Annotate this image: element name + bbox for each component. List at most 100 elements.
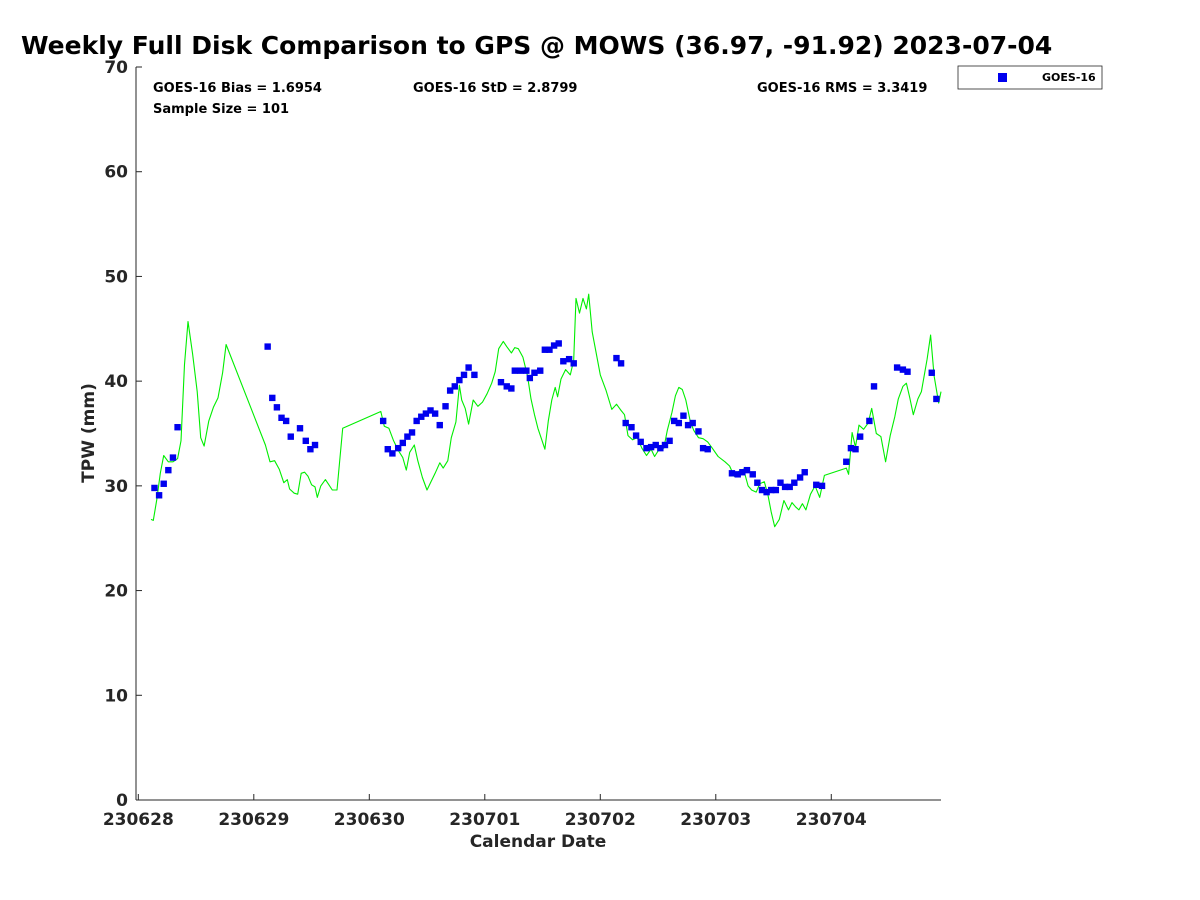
- goes-point: [699, 444, 707, 452]
- y-axis: 0 10 20 30 40 50 60 70: [104, 58, 142, 811]
- goes-point: [394, 444, 402, 452]
- x-tick-label: 230630: [334, 810, 405, 830]
- goes-point: [523, 367, 530, 374]
- x-tick-label: 230704: [796, 810, 867, 830]
- y-axis-label: TPW (mm): [79, 383, 99, 483]
- goes-point: [622, 419, 629, 427]
- goes-point: [728, 470, 736, 477]
- goes-point: [617, 360, 625, 367]
- goes-point: [431, 410, 439, 417]
- goes-point: [675, 419, 683, 427]
- goes-point: [526, 374, 534, 382]
- goes-point: [570, 360, 577, 367]
- goes-point: [174, 424, 181, 431]
- goes-point: [813, 481, 820, 489]
- goes-point: [278, 414, 285, 421]
- goes-point: [843, 458, 850, 465]
- goes-point: [555, 340, 562, 347]
- chart-title: Weekly Full Disk Comparison to GPS @ MOW…: [21, 31, 1052, 60]
- y-tick-label: 30: [104, 477, 128, 497]
- goes-point: [637, 438, 644, 446]
- goes-point: [550, 342, 558, 349]
- goes-point: [384, 446, 391, 453]
- goes-point: [928, 369, 935, 376]
- goes-point: [657, 444, 664, 452]
- x-tick-label: 230702: [565, 810, 636, 830]
- goes-point: [460, 371, 468, 379]
- goes-point: [628, 424, 635, 431]
- x-tick-label: 230629: [218, 810, 289, 830]
- goes-point: [870, 383, 878, 390]
- goes-point: [282, 417, 290, 425]
- plot-area: [136, 67, 941, 800]
- goes-point: [786, 483, 793, 491]
- goes-point: [866, 417, 873, 425]
- goes-point: [546, 346, 553, 353]
- goes-point: [893, 364, 901, 371]
- goes-point: [302, 437, 309, 445]
- goes-point: [508, 385, 515, 392]
- goes-point: [456, 376, 463, 384]
- goes-point: [847, 444, 855, 452]
- goes-point: [442, 403, 449, 410]
- goes-point: [749, 471, 756, 478]
- goes-point: [734, 471, 741, 478]
- goes-point: [768, 486, 775, 494]
- goes-point: [413, 417, 420, 425]
- goes-point: [427, 407, 434, 414]
- goes-point: [537, 367, 544, 374]
- goes-point: [560, 358, 567, 365]
- goes-point: [436, 421, 443, 429]
- goes-point: [269, 394, 276, 402]
- goes-point: [739, 469, 746, 476]
- legend: GOES-16: [957, 65, 1103, 90]
- goes-point: [151, 484, 158, 492]
- goes-point: [899, 366, 907, 373]
- x-axis-label: Calendar Date: [470, 832, 607, 852]
- goes-point: [517, 367, 524, 374]
- legend-box: [957, 65, 1103, 90]
- goes-point: [852, 446, 859, 453]
- sample-size-stat: Sample Size = 101: [153, 102, 289, 117]
- goes-point: [296, 425, 304, 432]
- x-axis: 230628 230629 230630 230701 230702 230703 2307…: [103, 794, 867, 830]
- x-tick-label: 230701: [449, 810, 520, 830]
- goes-point: [661, 441, 669, 449]
- goes-point: [422, 410, 430, 417]
- goes-point: [671, 417, 678, 425]
- goes-point: [758, 486, 766, 494]
- goes-point: [772, 486, 780, 494]
- goes-point: [404, 433, 411, 440]
- goes-point: [643, 444, 650, 452]
- y-tick-label: 40: [104, 372, 128, 392]
- goes-series: [151, 340, 940, 499]
- goes-point: [680, 412, 687, 419]
- y-tick-label: 60: [104, 163, 128, 183]
- goes-point: [856, 433, 864, 440]
- y-tick-label: 70: [104, 58, 128, 78]
- goes-point: [777, 479, 784, 486]
- goes-point: [904, 368, 911, 375]
- goes-point: [565, 355, 573, 363]
- goes-point: [379, 417, 387, 425]
- goes-point: [781, 483, 789, 491]
- goes-point: [311, 441, 319, 449]
- bias-stat: GOES-16 Bias = 1.6954: [153, 81, 322, 96]
- goes-point: [465, 364, 472, 371]
- y-tick-label: 50: [104, 267, 128, 287]
- goes-point: [652, 441, 659, 449]
- goes-point: [307, 446, 314, 453]
- goes-point: [647, 443, 655, 451]
- plot-background: [136, 67, 941, 800]
- goes-point: [791, 479, 798, 486]
- goes-point: [165, 466, 172, 474]
- y-tick-label: 20: [104, 582, 128, 602]
- goes-point: [399, 439, 406, 447]
- x-tick-label: 230703: [680, 810, 751, 830]
- goes-point: [471, 371, 478, 379]
- goes-point: [695, 428, 702, 435]
- goes-point: [273, 404, 281, 411]
- rms-stat: GOES-16 RMS = 3.3419: [757, 81, 927, 96]
- gps-series: [150, 293, 942, 528]
